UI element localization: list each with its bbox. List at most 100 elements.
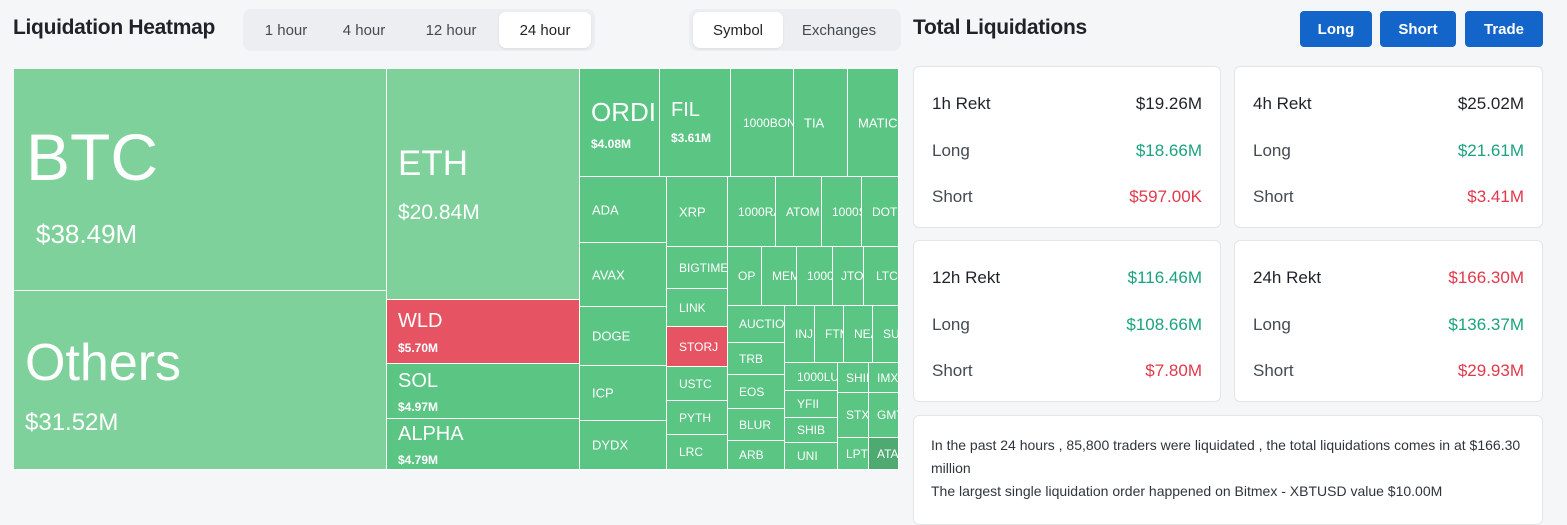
cell-symbol: USTC xyxy=(679,376,712,391)
heatmap-cell-trb[interactable]: TRB xyxy=(728,343,785,375)
heatmap-cell-sol[interactable]: SOL $4.97M xyxy=(387,364,580,419)
heatmap-cell-1000bonk[interactable]: 1000BONK xyxy=(731,69,794,177)
heatmap-cell-1000rats[interactable]: 1000RATS xyxy=(728,177,776,247)
heatmap-cell-meme[interactable]: MEME xyxy=(762,247,797,306)
cell-value: $4.97M xyxy=(398,400,439,414)
tab-24-hour[interactable]: 24 hour xyxy=(499,12,591,48)
heatmap-cell-lpt[interactable]: LPT xyxy=(838,438,869,470)
heatmap-cell-tia[interactable]: TIA xyxy=(794,69,848,177)
cell-symbol: FIL xyxy=(671,99,700,121)
cell-value: $4.79M xyxy=(398,453,439,467)
liquidation-heatmap: BTC $38.49M Others $31.52M ETH $20.84M W… xyxy=(14,69,899,470)
cell-symbol: ARB xyxy=(739,448,764,462)
heatmap-cell-shib[interactable]: SHIB xyxy=(785,418,838,443)
heatmap-cell-matic[interactable]: MATIC xyxy=(848,69,899,177)
card-total: $19.26M xyxy=(1135,94,1202,113)
long-button[interactable]: Long xyxy=(1300,11,1372,47)
heatmap-cell-stx[interactable]: STX xyxy=(838,393,869,438)
heatmap-cell-shib-small[interactable]: SHIB xyxy=(838,363,869,393)
long-label: Long xyxy=(932,141,970,160)
short-label: Short xyxy=(932,187,973,206)
heatmap-cell-avax[interactable]: AVAX xyxy=(580,243,667,307)
tab-symbol[interactable]: Symbol xyxy=(693,12,783,48)
long-value: $136.37M xyxy=(1448,315,1524,334)
cell-symbol: PYTH xyxy=(679,410,712,425)
heatmap-cell-sui[interactable]: SUI xyxy=(873,306,899,363)
heatmap-cell-uni[interactable]: UNI xyxy=(785,443,838,470)
cell-symbol: DOGE xyxy=(592,328,631,344)
cell-value: $38.49M xyxy=(36,219,138,249)
heatmap-cell-btc[interactable]: BTC $38.49M xyxy=(14,69,387,291)
cell-symbol: 1000LUNC xyxy=(797,369,838,384)
cell-symbol: SHIB xyxy=(846,370,868,385)
cell-symbol: ALPHA xyxy=(398,423,464,445)
cell-symbol: SOL xyxy=(398,370,439,392)
heatmap-cell-dot[interactable]: DOT xyxy=(862,177,899,247)
heatmap-cell-1000sats[interactable]: 1000SATS xyxy=(822,177,862,247)
cell-value: $5.70M xyxy=(398,341,439,355)
heatmap-cell-1000lunc[interactable]: 1000LUNC xyxy=(785,363,838,391)
heatmap-cell-1000pepe[interactable]: 1000PEPE xyxy=(797,247,833,306)
long-value: $108.66M xyxy=(1126,315,1202,334)
heatmap-cell-ordi[interactable]: ORDI $4.08M xyxy=(580,69,660,177)
heatmap-cell-jto[interactable]: JTO xyxy=(833,247,864,306)
cell-symbol: IMX xyxy=(877,370,899,385)
heatmap-cell-alpha[interactable]: ALPHA $4.79M xyxy=(387,419,580,470)
tab-exchanges[interactable]: Exchanges xyxy=(801,21,877,39)
heatmap-cell-near[interactable]: NEAR xyxy=(844,306,873,363)
heatmap-cell-bigtime[interactable]: BIGTIME xyxy=(667,247,728,289)
heatmap-cell-ata[interactable]: ATA xyxy=(869,438,899,470)
tab-4-hour[interactable]: 4 hour xyxy=(342,21,386,39)
cell-value: $4.08M xyxy=(591,137,632,151)
cell-symbol: BTC xyxy=(26,120,158,194)
heatmap-cell-dydx[interactable]: DYDX xyxy=(580,421,667,470)
card-title: 4h Rekt xyxy=(1253,94,1312,113)
heatmap-cell-blur[interactable]: BLUR xyxy=(728,409,785,441)
tab-1-hour[interactable]: 1 hour xyxy=(264,21,308,39)
cell-symbol: TRB xyxy=(739,351,763,366)
heatmap-cell-ltc[interactable]: LTC xyxy=(864,247,899,306)
cell-symbol: ATOM xyxy=(786,204,820,219)
trade-button[interactable]: Trade xyxy=(1465,11,1543,47)
heatmap-cell-eos[interactable]: EOS xyxy=(728,375,785,409)
heatmap-cell-icp[interactable]: ICP xyxy=(580,366,667,421)
cell-symbol: LPT xyxy=(846,446,869,461)
cell-symbol: TIA xyxy=(804,115,825,130)
cell-symbol: LINK xyxy=(679,300,706,315)
cell-symbol: LTC xyxy=(876,269,898,283)
cell-symbol: LRC xyxy=(679,445,704,459)
heatmap-cell-op[interactable]: OP xyxy=(728,247,762,306)
cell-symbol: 1000PEPE xyxy=(807,269,833,283)
long-value: $18.66M xyxy=(1135,141,1202,160)
heatmap-cell-others[interactable]: Others $31.52M xyxy=(14,291,387,470)
heatmap-cell-storj[interactable]: STORJ xyxy=(667,327,728,367)
heatmap-cell-ftm[interactable]: FTM xyxy=(815,306,844,363)
heatmap-cell-yfii[interactable]: YFII xyxy=(785,391,838,418)
cell-symbol: AUCTION xyxy=(739,317,785,331)
heatmap-cell-ada[interactable]: ADA xyxy=(580,177,667,243)
heatmap-cell-imx[interactable]: IMX xyxy=(869,363,899,393)
heatmap-cell-pyth[interactable]: PYTH xyxy=(667,401,728,435)
heatmap-cell-ustc[interactable]: USTC xyxy=(667,367,728,401)
cell-symbol: JTO xyxy=(841,269,864,283)
heatmap-cell-link[interactable]: LINK xyxy=(667,289,728,327)
rekt-card-12h: 12h Rekt $116.46M Long $108.66M Short $7… xyxy=(913,240,1221,402)
heatmap-cell-lrc[interactable]: LRC xyxy=(667,435,728,470)
heatmap-cell-xrp[interactable]: XRP xyxy=(667,177,728,247)
cell-symbol: DOT xyxy=(872,204,898,219)
heatmap-cell-gmt[interactable]: GMT xyxy=(869,393,899,438)
heatmap-cell-arb[interactable]: ARB xyxy=(728,441,785,470)
heatmap-cell-atom[interactable]: ATOM xyxy=(776,177,822,247)
heatmap-cell-auction[interactable]: AUCTION xyxy=(728,306,785,343)
heatmap-cell-doge[interactable]: DOGE xyxy=(580,307,667,366)
heatmap-cell-wld[interactable]: WLD $5.70M xyxy=(387,300,580,364)
heatmap-cell-eth[interactable]: ETH $20.84M xyxy=(387,69,580,300)
view-tabs: Symbol Exchanges xyxy=(689,9,901,51)
heatmap-cell-fil[interactable]: FIL $3.61M xyxy=(660,69,731,177)
summary-line-1: In the past 24 hours , 85,800 traders we… xyxy=(931,437,1521,476)
short-button[interactable]: Short xyxy=(1380,11,1456,47)
heatmap-cell-inj[interactable]: INJ xyxy=(785,306,815,363)
cell-symbol: NEAR xyxy=(854,327,872,341)
heatmap-title: Liquidation Heatmap xyxy=(13,16,215,39)
tab-12-hour[interactable]: 12 hour xyxy=(425,21,477,39)
